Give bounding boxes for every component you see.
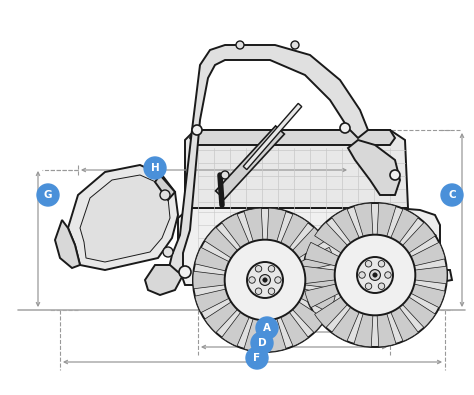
Wedge shape [354, 305, 374, 347]
Wedge shape [195, 247, 237, 273]
Circle shape [268, 288, 275, 294]
Text: G: G [44, 190, 52, 200]
Wedge shape [354, 203, 374, 245]
Circle shape [275, 277, 281, 283]
Polygon shape [185, 130, 408, 208]
Wedge shape [267, 310, 286, 352]
Circle shape [378, 261, 385, 267]
Wedge shape [332, 209, 363, 250]
Wedge shape [296, 271, 337, 289]
Circle shape [255, 288, 262, 294]
Circle shape [193, 208, 337, 352]
Circle shape [268, 265, 275, 272]
Circle shape [390, 170, 400, 180]
Circle shape [160, 190, 170, 200]
Circle shape [357, 257, 393, 293]
Wedge shape [377, 305, 396, 347]
Wedge shape [277, 305, 308, 346]
Wedge shape [222, 214, 253, 255]
Polygon shape [145, 265, 183, 295]
Circle shape [340, 123, 350, 133]
Circle shape [251, 332, 273, 354]
Wedge shape [396, 222, 436, 258]
Polygon shape [55, 220, 80, 268]
Wedge shape [286, 297, 325, 333]
Circle shape [144, 157, 166, 179]
Polygon shape [178, 208, 422, 285]
Wedge shape [305, 242, 347, 268]
Wedge shape [403, 242, 445, 268]
Text: D: D [258, 338, 266, 348]
Wedge shape [332, 300, 363, 341]
Wedge shape [205, 228, 244, 263]
Polygon shape [80, 175, 170, 262]
Wedge shape [293, 287, 335, 313]
Wedge shape [277, 214, 308, 255]
Wedge shape [244, 208, 264, 250]
Circle shape [263, 278, 267, 282]
Text: F: F [254, 353, 261, 363]
Circle shape [225, 240, 305, 320]
Wedge shape [267, 208, 286, 250]
Polygon shape [435, 270, 452, 283]
Circle shape [260, 275, 270, 286]
Wedge shape [387, 300, 419, 341]
Circle shape [441, 184, 463, 206]
Wedge shape [286, 228, 325, 263]
Wedge shape [315, 222, 354, 258]
Wedge shape [303, 266, 344, 284]
Circle shape [192, 125, 202, 135]
Circle shape [373, 273, 377, 277]
Wedge shape [193, 271, 234, 289]
Wedge shape [406, 266, 447, 284]
Polygon shape [243, 103, 302, 169]
Wedge shape [293, 247, 335, 273]
Wedge shape [396, 292, 436, 328]
Polygon shape [68, 165, 178, 270]
Wedge shape [377, 203, 396, 245]
Circle shape [37, 184, 59, 206]
Wedge shape [315, 292, 354, 328]
Text: A: A [263, 323, 271, 333]
Circle shape [249, 277, 255, 283]
Circle shape [365, 261, 372, 267]
Text: C: C [448, 190, 456, 200]
Wedge shape [222, 305, 253, 346]
Circle shape [385, 272, 391, 278]
Circle shape [236, 41, 244, 49]
Circle shape [246, 347, 268, 369]
Polygon shape [348, 140, 400, 195]
Wedge shape [403, 282, 445, 308]
Wedge shape [195, 287, 237, 313]
Circle shape [179, 266, 191, 278]
Polygon shape [216, 126, 284, 199]
Circle shape [291, 41, 299, 49]
Circle shape [163, 247, 173, 257]
Wedge shape [244, 310, 264, 352]
Wedge shape [305, 282, 347, 308]
Circle shape [335, 235, 415, 315]
Circle shape [303, 203, 447, 347]
Polygon shape [395, 208, 440, 285]
Circle shape [378, 283, 385, 290]
Polygon shape [155, 175, 175, 200]
Wedge shape [387, 209, 419, 250]
Circle shape [255, 265, 262, 272]
Circle shape [359, 272, 365, 278]
Circle shape [365, 283, 372, 290]
Wedge shape [205, 297, 244, 333]
Circle shape [256, 317, 278, 339]
Polygon shape [168, 45, 368, 272]
Polygon shape [190, 130, 395, 145]
Circle shape [247, 262, 283, 298]
Circle shape [221, 171, 229, 179]
Text: H: H [151, 163, 159, 173]
Circle shape [370, 270, 381, 280]
